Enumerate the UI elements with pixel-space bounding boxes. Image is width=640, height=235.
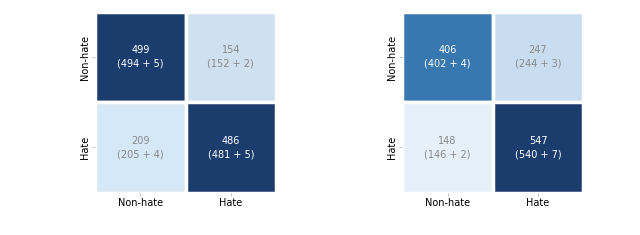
Bar <box>493 102 583 193</box>
Text: 148
(146 + 2): 148 (146 + 2) <box>424 136 471 159</box>
Bar <box>95 12 186 102</box>
Bar <box>403 12 493 102</box>
Text: 154
(152 + 2): 154 (152 + 2) <box>207 45 254 69</box>
Text: 247
(244 + 3): 247 (244 + 3) <box>515 45 561 69</box>
Bar <box>493 12 583 102</box>
Text: 499
(494 + 5): 499 (494 + 5) <box>117 45 164 69</box>
Text: 209
(205 + 4): 209 (205 + 4) <box>117 136 164 159</box>
Bar <box>186 102 276 193</box>
Text: 486
(481 + 5): 486 (481 + 5) <box>207 136 254 159</box>
Text: 547
(540 + 7): 547 (540 + 7) <box>515 136 561 159</box>
Bar <box>186 12 276 102</box>
Bar <box>95 102 186 193</box>
Text: 406
(402 + 4): 406 (402 + 4) <box>424 45 471 69</box>
Bar <box>403 102 493 193</box>
